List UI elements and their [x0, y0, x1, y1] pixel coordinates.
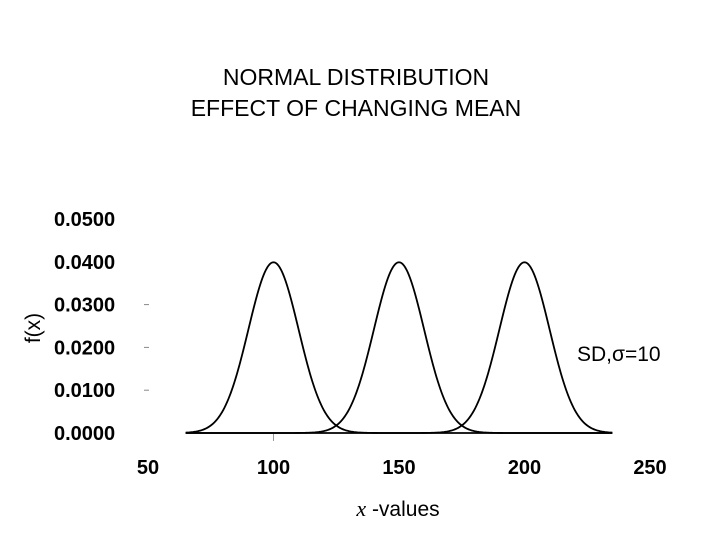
x-tick-label: 100: [257, 457, 290, 479]
chart-title-line-2: EFFECT OF CHANGING MEAN: [190, 95, 522, 121]
sd-annotation: SD,σ=10: [577, 343, 661, 366]
chart-title: NORMAL DISTRIBUTION EFFECT OF CHANGING M…: [0, 62, 712, 124]
y-tick-label: 0.0300: [54, 295, 115, 317]
y-tick-label: 0.0100: [54, 380, 115, 402]
x-tick-label: 50: [137, 457, 159, 479]
y-tick-label: 0.0400: [54, 252, 115, 274]
x-tick-label: 200: [508, 457, 541, 479]
normal-curve-1: [185, 261, 613, 434]
y-axis-ticks: 0.0000 0.0100 0.0200 0.0300 0.0400 0.0500: [54, 209, 149, 445]
y-tick-label: 0.0500: [54, 209, 115, 231]
x-tick-label: 250: [633, 457, 666, 479]
x-axis-label-variable: x: [355, 496, 366, 521]
chart-title-line-1: NORMAL DISTRIBUTION: [222, 64, 490, 90]
y-axis-label: f(x): [22, 313, 45, 343]
x-axis-label: x -values: [355, 496, 439, 521]
x-axis-ticks: 50 100 150 200 250: [137, 434, 667, 479]
y-tick-label: 0.0200: [54, 337, 115, 359]
curves: [185, 261, 613, 434]
normal-curve-3: [185, 261, 613, 434]
normal-curve-2: [185, 261, 613, 434]
y-tick-label: 0.0000: [54, 423, 115, 445]
x-axis-label-text: -values: [366, 498, 440, 521]
x-tick-label: 150: [382, 457, 415, 479]
